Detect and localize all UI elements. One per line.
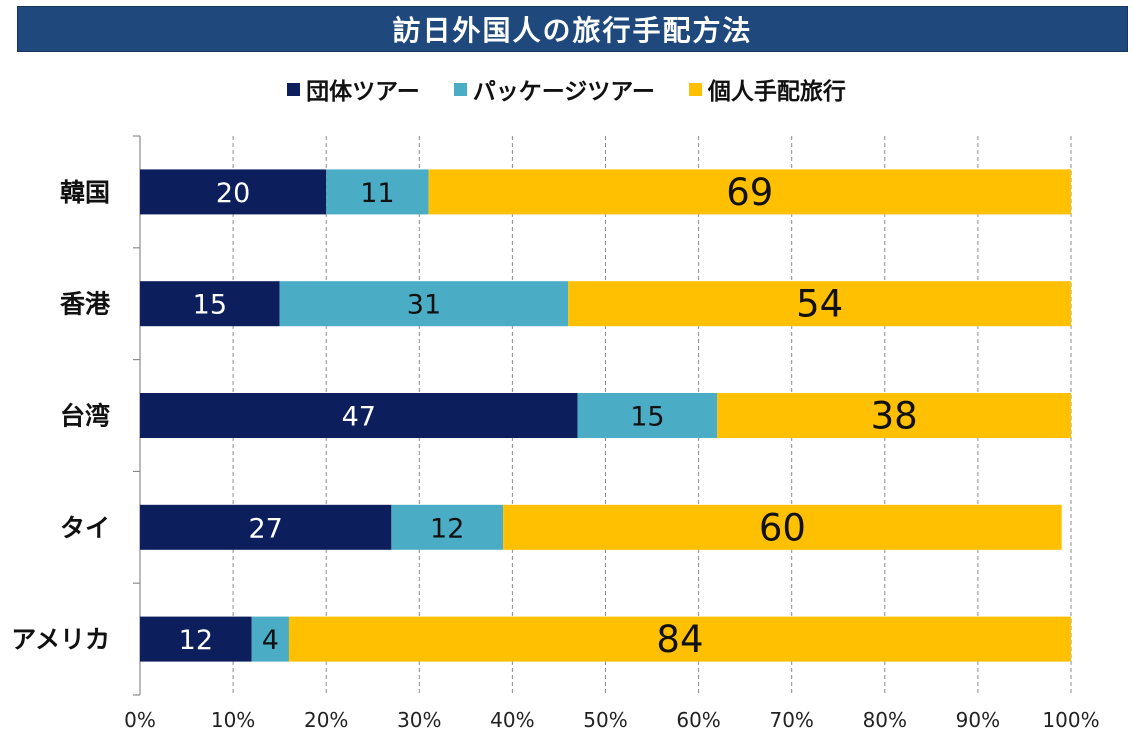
data-label-1-1: 31 xyxy=(407,290,441,321)
legend-swatch-group-tour xyxy=(287,82,301,96)
x-tick-label-7: 70% xyxy=(769,708,813,732)
bar-segment-4-2 xyxy=(288,616,1072,662)
bar-segment-0-2 xyxy=(428,169,1071,215)
legend-item-group-tour: 団体ツアー xyxy=(287,72,420,106)
x-tick-label-1: 10% xyxy=(211,708,255,732)
category-label-3: タイ xyxy=(60,513,110,542)
data-label-3-1: 12 xyxy=(430,513,464,544)
legend-label-package-tour: パッケージツアー xyxy=(472,79,655,105)
x-tick-label-0: 0% xyxy=(124,708,156,732)
data-label-0-2: 69 xyxy=(726,171,773,214)
legend-label-independent-travel: 個人手配旅行 xyxy=(707,79,846,105)
data-label-0-1: 11 xyxy=(360,178,394,209)
chart-legend: 団体ツアー パッケージツアー 個人手配旅行 xyxy=(0,72,1133,106)
data-label-2-0: 47 xyxy=(342,402,376,433)
x-tick-label-5: 50% xyxy=(583,708,627,732)
bar-segment-4-1 xyxy=(251,616,289,662)
x-tick-label-8: 80% xyxy=(863,708,907,732)
bar-segment-3-0 xyxy=(140,504,392,550)
category-label-0: 韓国 xyxy=(60,178,110,207)
category-label-1: 香港 xyxy=(60,290,111,319)
legend-swatch-package-tour xyxy=(453,82,467,96)
bar-segment-2-2 xyxy=(717,393,1071,438)
data-label-2-2: 38 xyxy=(871,395,918,438)
legend-label-group-tour: 団体ツアー xyxy=(306,79,420,105)
legend-item-package-tour: パッケージツアー xyxy=(453,72,655,106)
data-label-4-0: 12 xyxy=(179,625,213,656)
bar-segment-2-0 xyxy=(140,393,578,438)
x-tick-label-2: 20% xyxy=(304,708,348,732)
bar-segment-4-0 xyxy=(140,616,252,662)
data-label-1-0: 15 xyxy=(193,290,227,321)
bar-segment-3-1 xyxy=(391,504,504,550)
chart-title-bar: 訪日外国人の旅行手配方法 xyxy=(17,6,1128,52)
data-label-3-0: 27 xyxy=(249,513,283,544)
category-label-4: アメリカ xyxy=(11,625,110,654)
data-label-3-2: 60 xyxy=(759,506,806,549)
legend-swatch-independent-travel xyxy=(688,82,702,96)
bar-segment-1-2 xyxy=(568,281,1071,327)
data-label-4-1: 4 xyxy=(262,625,279,656)
bar-segment-1-1 xyxy=(279,281,569,327)
bar-segment-2-1 xyxy=(577,393,718,438)
x-tick-label-3: 30% xyxy=(397,708,441,732)
x-tick-label-4: 40% xyxy=(490,708,534,732)
data-label-0-0: 20 xyxy=(216,178,250,209)
x-tick-label-6: 60% xyxy=(676,708,720,732)
data-label-4-2: 84 xyxy=(656,618,703,661)
chart-title: 訪日外国人の旅行手配方法 xyxy=(392,14,753,47)
data-label-2-1: 15 xyxy=(630,402,664,433)
bar-segment-0-1 xyxy=(326,169,429,215)
bar-segment-1-0 xyxy=(140,281,280,327)
legend-item-independent-travel: 個人手配旅行 xyxy=(688,72,846,106)
category-label-2: 台湾 xyxy=(60,402,110,431)
bar-segment-0-0 xyxy=(140,169,327,215)
x-tick-label-9: 90% xyxy=(956,708,1000,732)
bar-segment-3-2 xyxy=(503,504,1062,550)
data-label-1-2: 54 xyxy=(796,283,843,326)
x-tick-label-10: 100% xyxy=(1042,708,1099,732)
